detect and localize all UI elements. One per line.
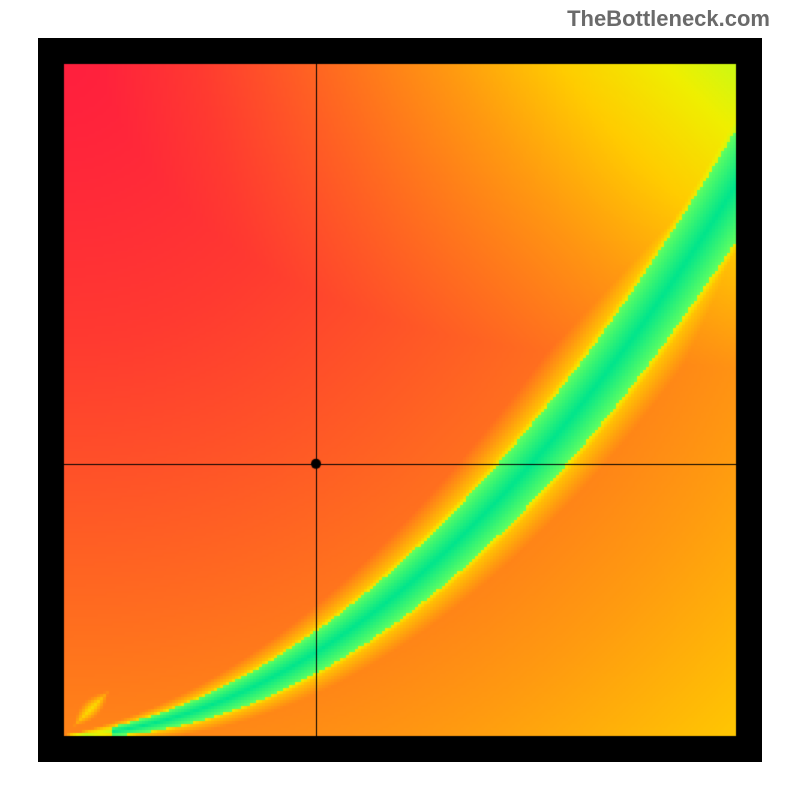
- chart-container: TheBottleneck.com: [0, 0, 800, 800]
- heatmap-canvas: [38, 38, 762, 762]
- plot-frame: [38, 38, 762, 762]
- watermark-text: TheBottleneck.com: [567, 6, 770, 32]
